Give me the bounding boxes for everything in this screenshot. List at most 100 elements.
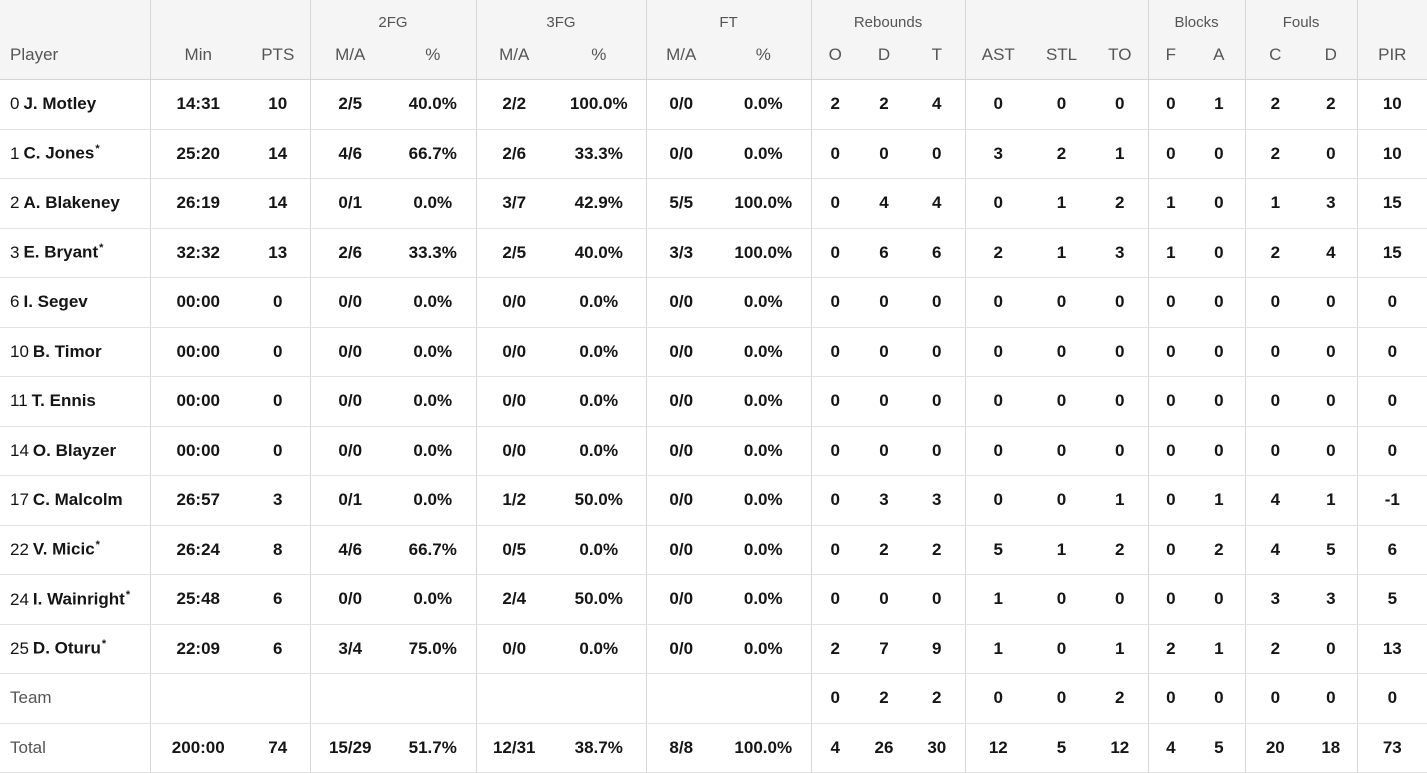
stat-ft-ma: 5/5: [645, 178, 716, 229]
player-name-link[interactable]: D. Oturu: [32, 639, 101, 659]
stat-pts: 0: [246, 426, 310, 476]
player-name-link[interactable]: I. Wainright: [32, 589, 125, 609]
stat-reb-d: 7: [859, 624, 910, 674]
stat-foul-d: 0: [1305, 277, 1358, 328]
player-cell[interactable]: 22 V. Micic*: [0, 525, 150, 575]
player-cell[interactable]: 25 D. Oturu*: [0, 624, 150, 674]
stat-blk-f: 0: [1147, 426, 1194, 476]
table-row: 3 E. Bryant* 32:32 13 2/6 33.3% 2/5 40.0% 3/3 100…: [0, 228, 1427, 278]
stat-reb-d: 0: [859, 327, 910, 377]
team-pir: 0: [1356, 673, 1427, 724]
stat-fg3-ma: 2/2: [475, 79, 552, 130]
player-name-link[interactable]: C. Jones: [23, 144, 95, 164]
stat-fg2-pct: 66.7%: [390, 129, 476, 179]
stat-ast: 0: [964, 475, 1032, 526]
starter-marker: *: [125, 588, 131, 601]
stat-blk-f: 0: [1147, 574, 1194, 625]
player-name-link[interactable]: J. Motley: [23, 94, 97, 114]
stat-ft-ma: 3/3: [645, 228, 716, 278]
stat-min: 25:20: [149, 129, 246, 179]
player-cell[interactable]: 3 E. Bryant*: [0, 228, 150, 278]
total-2fg-ma: 15/29: [309, 723, 390, 773]
stat-foul-d: 5: [1305, 525, 1358, 575]
stat-min: 00:00: [149, 426, 246, 476]
stat-fg3-ma: 0/0: [475, 277, 552, 328]
stat-ft-ma: 0/0: [645, 327, 716, 377]
header-reb-t: T: [909, 31, 966, 80]
stat-min: 32:32: [149, 228, 246, 278]
header-group-empty: [149, 0, 310, 31]
stat-ft-pct: 0.0%: [716, 574, 812, 625]
stat-ft-pct: 0.0%: [716, 277, 812, 328]
player-cell[interactable]: 1 C. Jones*: [0, 129, 150, 179]
starter-marker: *: [95, 143, 100, 156]
stat-fg3-pct: 42.9%: [552, 178, 646, 229]
stat-blk-f: 0: [1147, 327, 1194, 377]
stat-min: 00:00: [149, 327, 246, 377]
stat-fg2-pct: 0.0%: [390, 475, 476, 526]
player-cell[interactable]: 24 I. Wainright*: [0, 574, 150, 625]
team-2fg-ma: [309, 673, 390, 724]
stat-reb-d: 4: [859, 178, 910, 229]
stat-blk-f: 0: [1147, 79, 1194, 130]
player-number: 22: [10, 540, 29, 560]
stat-fg3-ma: 1/2: [475, 475, 552, 526]
player-name-link[interactable]: V. Micic: [32, 540, 95, 560]
header-ft-ma: M/A: [645, 31, 716, 80]
player-cell[interactable]: 0 J. Motley: [0, 79, 150, 130]
stat-min: 14:31: [149, 79, 246, 130]
player-cell[interactable]: 10 B. Timor: [0, 327, 150, 377]
player-name-link[interactable]: B. Timor: [32, 341, 102, 361]
stat-reb-o: 0: [810, 525, 860, 575]
player-cell[interactable]: 6 I. Segev: [0, 277, 150, 328]
total-ft-pct: 100.0%: [716, 723, 812, 773]
stat-reb-d: 2: [859, 525, 910, 575]
stat-foul-c: 0: [1244, 277, 1306, 328]
total-ft-ma: 8/8: [645, 723, 716, 773]
header-pts: PTS: [246, 31, 310, 80]
stat-fg2-ma: 0/0: [309, 327, 390, 377]
player-number: 6: [10, 292, 20, 312]
total-to: 12: [1092, 723, 1149, 773]
stat-reb-d: 3: [859, 475, 910, 526]
starter-marker: *: [99, 242, 104, 255]
total-min: 200:00: [149, 723, 246, 773]
stat-fg2-pct: 0.0%: [390, 574, 476, 625]
stat-ft-pct: 0.0%: [716, 475, 812, 526]
player-cell[interactable]: 14 O. Blayzer: [0, 426, 150, 476]
stat-fg3-pct: 33.3%: [552, 129, 646, 179]
player-name-link[interactable]: C. Malcolm: [32, 490, 123, 510]
stat-blk-a: 0: [1193, 228, 1246, 278]
stat-to: 0: [1092, 327, 1149, 377]
player-name-link[interactable]: E. Bryant: [23, 243, 99, 263]
player-name-link[interactable]: O. Blayzer: [32, 440, 117, 460]
header-group-empty: [0, 0, 150, 31]
header-foul-c: C: [1244, 31, 1306, 80]
stat-ft-ma: 0/0: [645, 525, 716, 575]
stat-reb-o: 0: [810, 376, 860, 427]
stat-foul-c: 2: [1244, 228, 1306, 278]
stat-reb-t: 0: [909, 277, 966, 328]
stat-foul-d: 1: [1305, 475, 1358, 526]
player-cell[interactable]: 2 A. Blakeney: [0, 178, 150, 229]
stat-reb-o: 2: [810, 79, 860, 130]
stat-ast: 0: [964, 327, 1032, 377]
player-name-link[interactable]: I. Segev: [23, 292, 88, 312]
player-cell[interactable]: 11 T. Ennis: [0, 376, 150, 427]
stat-to: 2: [1092, 178, 1149, 229]
header-blk-f: F: [1147, 31, 1194, 80]
stat-ft-ma: 0/0: [645, 426, 716, 476]
stat-to: 1: [1092, 624, 1149, 674]
player-cell[interactable]: 17 C. Malcolm: [0, 475, 150, 526]
player-name-link[interactable]: A. Blakeney: [23, 193, 120, 213]
stat-ast: 3: [964, 129, 1032, 179]
player-name-link[interactable]: T. Ennis: [31, 391, 96, 411]
total-foul-c: 20: [1244, 723, 1306, 773]
header-group-fouls: Fouls: [1244, 0, 1358, 31]
header-min: Min: [149, 31, 246, 80]
stat-ft-pct: 0.0%: [716, 327, 812, 377]
stat-reb-o: 0: [810, 426, 860, 476]
stat-foul-d: 2: [1305, 79, 1358, 130]
stat-pts: 14: [246, 178, 310, 229]
header-group-empty: [964, 0, 1149, 31]
